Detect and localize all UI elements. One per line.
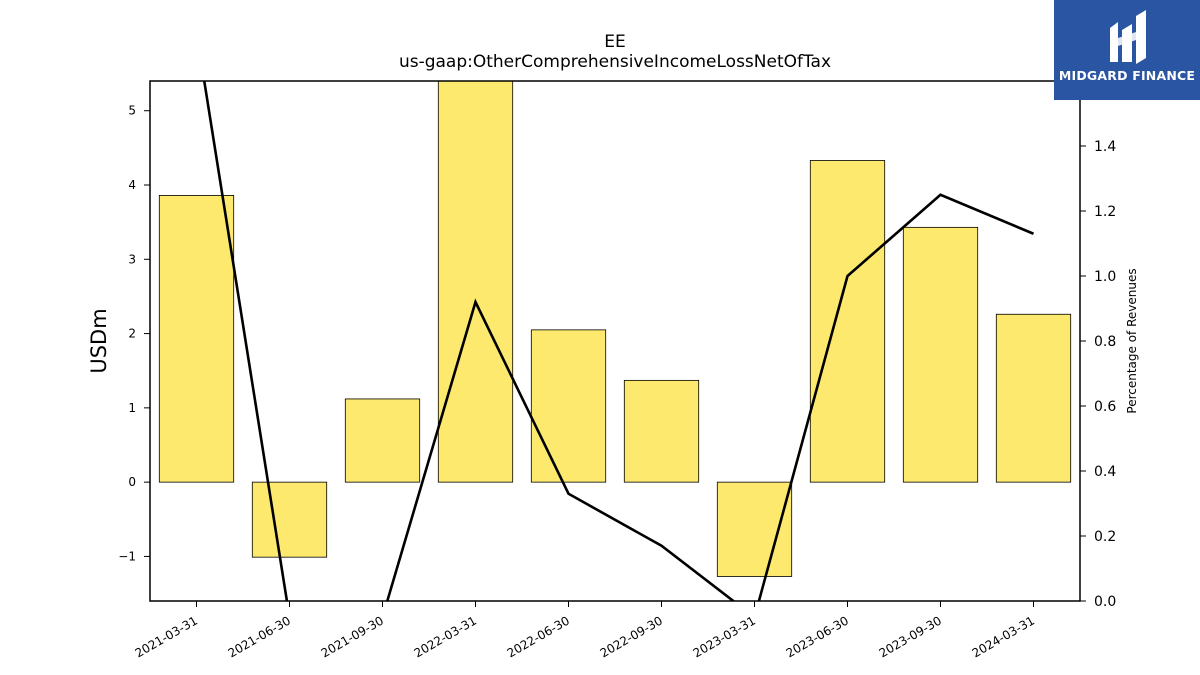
y2-tick-label: 0.8	[1094, 334, 1116, 350]
chart-title: EE	[604, 32, 626, 52]
chart-subtitle: us-gaap:OtherComprehensiveIncomeLossNetO…	[398, 52, 832, 72]
y2-tick-label: 1.0	[1094, 269, 1116, 285]
logo-text: MIDGARD FINANCE	[1058, 68, 1196, 83]
x-tick-label: 2022-03-31	[412, 613, 479, 660]
bar-2021-03-31	[158, 194, 235, 483]
midgard-finance-logo: MIDGARD FINANCE	[1054, 0, 1200, 100]
x-tick-label: 2021-09-30	[319, 613, 386, 660]
bar-2021-09-30	[344, 398, 421, 483]
y-tick-label: 5	[128, 104, 136, 118]
x-tick-label: 2021-06-30	[226, 613, 293, 660]
x-tick-label: 2022-09-30	[598, 613, 665, 660]
x-tick-label: 2023-06-30	[784, 613, 851, 660]
bar-2024-03-31	[995, 313, 1072, 483]
x-tick-label: 2023-09-30	[877, 613, 944, 660]
bar-2023-06-30	[809, 160, 886, 483]
y-axis-label: USDm	[87, 308, 111, 373]
y2-tick-label: 0.6	[1094, 399, 1116, 415]
x-tick-label: 2021-03-31	[133, 613, 200, 660]
y2-tick-label: 1.4	[1094, 139, 1116, 155]
y-tick-label: 0	[128, 475, 136, 489]
y2-tick-label: 0.4	[1094, 464, 1116, 480]
x-tick-label: 2022-06-30	[505, 613, 572, 660]
bar-2022-03-31	[437, 81, 514, 483]
x-tick-label: 2023-03-31	[691, 613, 758, 660]
y-tick-label: 1	[128, 401, 136, 415]
bars-group	[158, 81, 1072, 577]
y2-tick-label: 0.0	[1094, 594, 1116, 610]
y-tick-label: 3	[128, 252, 136, 266]
bar-2021-06-30	[251, 481, 328, 558]
bar-2023-03-31	[716, 481, 793, 577]
axes-group: −1 0 1 2 3 4 5 0.0 0.2 0.4 0.6 0.8 1.0 1.2 1.4 2021-03-…	[87, 80, 1139, 660]
y-tick-label: 4	[128, 178, 136, 192]
revenue-percentage-line	[202, 81, 1035, 601]
bar-2023-09-30	[902, 226, 979, 483]
bar-2022-09-30	[623, 379, 700, 483]
line-group	[202, 81, 1035, 601]
logo-mark-icon	[1110, 10, 1146, 64]
bar-2022-06-30	[530, 329, 607, 483]
y2-tick-label: 1.2	[1094, 204, 1116, 220]
y2-axis-label: Percentage of Revenues	[1125, 268, 1139, 413]
y-tick-label: 2	[128, 327, 136, 341]
y-tick-label: −1	[118, 549, 136, 563]
y2-tick-label: 0.2	[1094, 529, 1116, 545]
x-tick-label: 2024-03-31	[970, 613, 1037, 660]
